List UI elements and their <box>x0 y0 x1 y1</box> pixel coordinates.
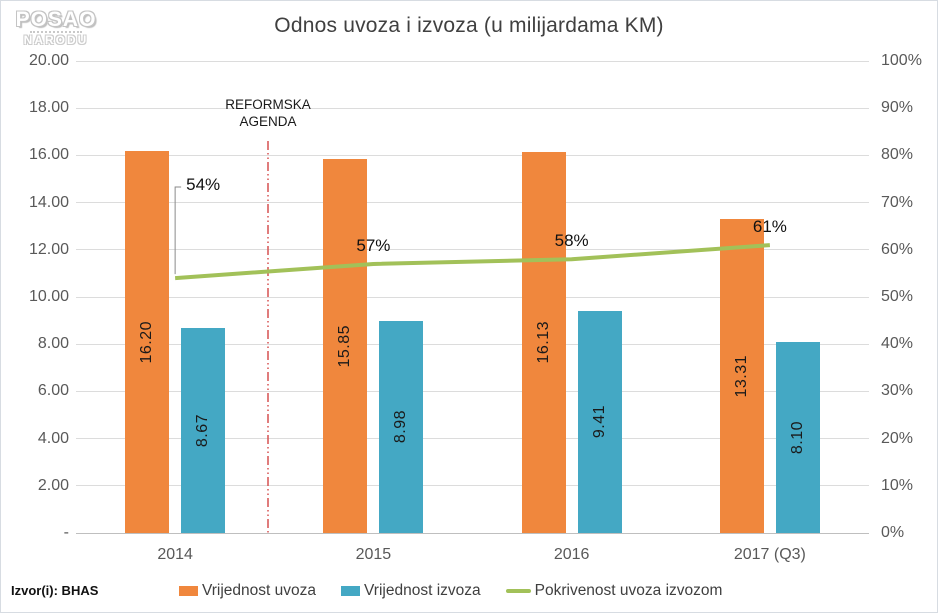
gridline <box>76 202 869 204</box>
category-label-2015: 2015 <box>355 546 392 563</box>
category-label-2016: 2016 <box>553 546 590 563</box>
gridline <box>76 249 869 251</box>
legend-swatch-icon <box>341 586 361 596</box>
gridline <box>76 154 869 156</box>
bar-izvoz-2016: 9.41 <box>577 310 622 533</box>
bar-izvoz-2015: 8.98 <box>379 321 424 533</box>
right-axis-tick: 30% <box>881 382 914 400</box>
logo-text-posao: POSAO <box>15 8 97 31</box>
legend-item: Pokrivenost uvoza izvozom <box>505 582 723 600</box>
left-axis-tick: 4.00 <box>37 429 69 447</box>
annotation-line1: REFORMSKA <box>225 97 311 112</box>
gridline <box>76 390 869 392</box>
legend-label: Vrijednost izvoza <box>364 582 481 599</box>
logo-separator <box>30 31 82 33</box>
legend-item: Vrijednost izvoza <box>341 582 481 600</box>
right-axis-tick: 100% <box>881 52 922 69</box>
gridline <box>76 343 869 345</box>
chart-title: Odnos uvoza i izvoza (u milijardama KM) <box>274 14 664 37</box>
gridline <box>76 485 869 487</box>
bar-izvoz-2017 (Q3): 8.10 <box>775 341 820 533</box>
left-axis-tick: 14.00 <box>28 193 69 211</box>
left-axis-tick: 6.00 <box>37 382 69 400</box>
gridline <box>76 438 869 440</box>
bar-uvoz-2016: 16.13 <box>521 152 566 533</box>
posao-narodu-logo: POSAO NARODU <box>11 9 101 46</box>
left-axis-tick: 20.00 <box>28 52 69 69</box>
coverage-percent-label: 61% <box>752 217 787 237</box>
chart-legend: Vrijednost uvoza Vrijednost izvoza Pokrive… <box>179 581 722 601</box>
legend-label: Vrijednost uvoza <box>202 582 317 599</box>
left-axis-tick: 18.00 <box>28 99 69 117</box>
right-axis-tick: 10% <box>881 476 914 494</box>
source-note: Izvor(i): BHAS <box>11 583 99 598</box>
gridline <box>76 296 869 298</box>
right-axis-tick: 70% <box>881 193 914 211</box>
gridline <box>76 107 869 109</box>
bar-uvoz-2014: 16.20 <box>125 150 170 533</box>
right-axis-tick: 90% <box>881 99 914 117</box>
bar-uvoz-2017 (Q3): 13.31 <box>719 218 764 533</box>
bar-uvoz-2015: 15.85 <box>323 158 368 533</box>
left-axis-tick: 10.00 <box>28 288 69 305</box>
left-axis-tick: - <box>63 524 69 541</box>
coverage-percent-label: 58% <box>554 231 589 251</box>
gridline <box>76 60 869 62</box>
category-label-2017 (Q3): 2017 (Q3) <box>733 546 806 563</box>
right-axis-tick: 0% <box>881 524 905 541</box>
left-axis-tick: 2.00 <box>37 476 69 494</box>
right-axis-tick: 60% <box>881 240 914 258</box>
annotation-line2: AGENDA <box>239 114 297 129</box>
bar-izvoz-2014: 8.67 <box>181 328 226 533</box>
callout-leader-line <box>174 186 182 275</box>
coverage-line-series <box>174 243 771 281</box>
legend-line-swatch-icon <box>505 589 531 593</box>
left-axis-tick: 12.00 <box>28 240 69 258</box>
logo-text-narodu: NARODU <box>23 33 89 47</box>
coverage-percent-label: 54% <box>186 175 221 194</box>
left-axis-tick: 8.00 <box>37 335 69 353</box>
right-axis-tick: 20% <box>881 429 914 447</box>
coverage-percent-label: 57% <box>356 235 391 255</box>
right-axis-tick: 40% <box>881 335 914 353</box>
left-axis-tick: 16.00 <box>28 146 69 164</box>
right-axis-tick: 80% <box>881 146 914 164</box>
legend-item: Vrijednost uvoza <box>179 582 316 600</box>
legend-label: Pokrivenost uvoza izvozom <box>534 582 723 599</box>
legend-swatch-icon <box>179 586 198 596</box>
x-axis-line <box>76 532 869 534</box>
reform-agenda-annotation: REFORMSKA AGENDA <box>198 96 338 130</box>
right-axis-tick: 50% <box>881 288 914 305</box>
category-label-2014: 2014 <box>157 546 193 563</box>
